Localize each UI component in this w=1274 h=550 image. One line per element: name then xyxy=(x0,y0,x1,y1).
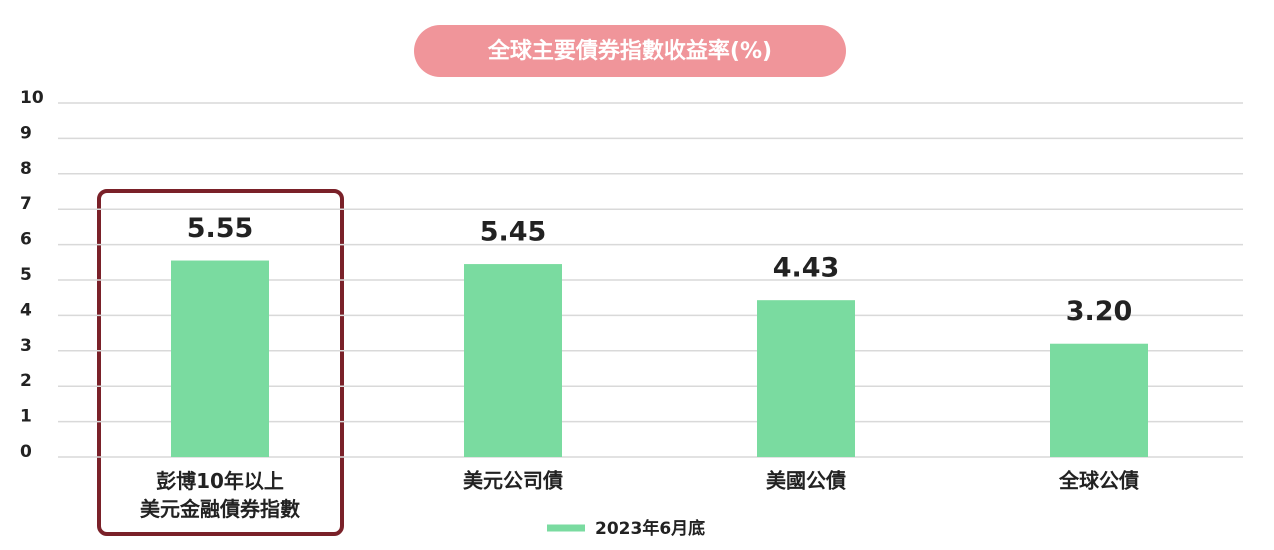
legend-label: 2023年6月底 xyxy=(595,518,705,539)
y-tick-label: 1 xyxy=(20,407,32,427)
y-tick-label: 3 xyxy=(20,336,32,356)
chart-title: 全球主要債券指數收益率(%) xyxy=(487,38,772,64)
y-tick-label: 5 xyxy=(20,265,32,285)
y-tick-label: 2 xyxy=(20,371,32,391)
value-label: 5.45 xyxy=(480,217,547,248)
bar xyxy=(1050,343,1148,457)
x-tick-label: 美國公債 xyxy=(766,469,846,493)
y-tick-label: 4 xyxy=(20,300,32,320)
x-tick-label: 全球公債 xyxy=(1058,469,1139,493)
value-label: 4.43 xyxy=(773,253,840,284)
bar xyxy=(757,300,855,457)
y-tick-label: 9 xyxy=(20,123,32,143)
value-label: 3.20 xyxy=(1066,296,1133,327)
x-tick-label: 彭博10年以上美元金融債券指數 xyxy=(140,469,300,521)
y-tick-label: 7 xyxy=(20,194,32,214)
title-pill xyxy=(414,25,846,77)
bar xyxy=(464,264,562,457)
bar xyxy=(171,260,269,457)
y-tick-label: 8 xyxy=(20,159,32,179)
value-label: 5.55 xyxy=(187,213,254,244)
highlight-box xyxy=(97,189,344,536)
y-tick-label: 10 xyxy=(20,88,44,108)
x-tick-label: 美元公司債 xyxy=(463,469,563,493)
y-tick-label: 0 xyxy=(20,442,32,462)
y-tick-label: 6 xyxy=(20,230,32,250)
